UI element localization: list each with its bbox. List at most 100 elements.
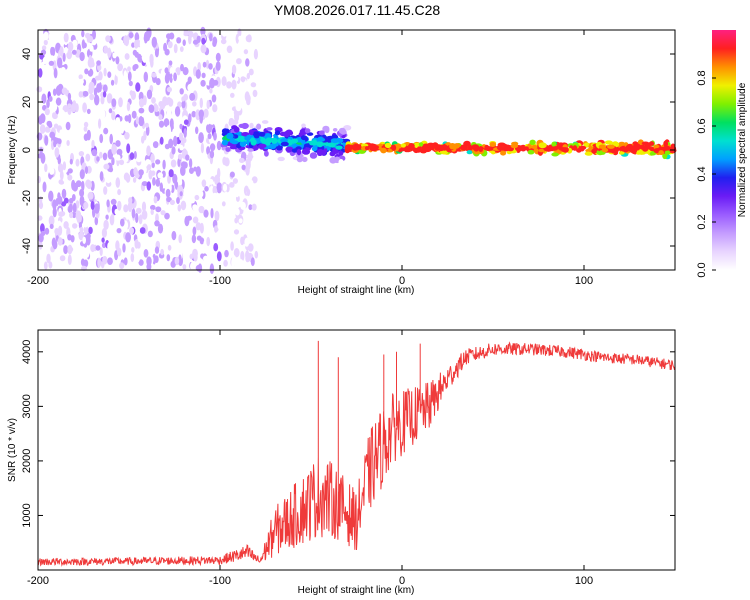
heatmap-cell	[141, 201, 147, 212]
heatmap-cell	[558, 147, 566, 151]
heatmap-cell	[79, 169, 85, 180]
heatmap-cell	[206, 146, 211, 155]
heatmap-cell	[123, 35, 128, 46]
heatmap-cell	[98, 118, 102, 129]
heatmap-cell	[81, 180, 85, 192]
heatmap-cell	[171, 230, 177, 241]
heatmap-cell	[103, 163, 110, 170]
heatmap-cell	[195, 222, 202, 231]
heatmap-cell	[155, 178, 161, 187]
heatmap-cell	[162, 159, 166, 170]
heatmap-cell	[65, 74, 69, 84]
heatmap-cell	[48, 261, 53, 269]
heatmap-cell	[621, 145, 626, 152]
heatmap-cell	[225, 147, 231, 152]
heatmap-cell	[236, 58, 242, 65]
heatmap-cell	[110, 79, 115, 86]
heatmap-cell	[42, 200, 49, 207]
heatmap-cell	[93, 87, 98, 97]
heatmap-cell	[99, 133, 104, 144]
spectrogram-xtick-label: -100	[209, 275, 231, 287]
heatmap-cell	[188, 34, 192, 45]
heatmap-cell	[300, 135, 308, 141]
snr-ytick-label: 2000	[21, 449, 33, 473]
heatmap-cell	[207, 133, 212, 140]
heatmap-cell	[198, 205, 205, 214]
heatmap-cell	[208, 249, 212, 255]
heatmap-cell	[38, 68, 43, 78]
heatmap-cell	[243, 221, 249, 233]
heatmap-cell	[296, 156, 303, 163]
heatmap-cell	[221, 76, 227, 87]
heatmap-cell	[129, 152, 135, 160]
heatmap-cell	[129, 90, 134, 96]
heatmap-cell	[75, 158, 80, 167]
heatmap-cell	[633, 143, 641, 150]
heatmap-cell	[50, 177, 56, 188]
heatmap-cell	[179, 123, 183, 130]
spectrogram-ytick-label: 40	[21, 48, 33, 60]
heatmap-cell	[154, 220, 160, 227]
heatmap-cell	[85, 247, 90, 258]
heatmap-cell	[129, 227, 135, 235]
heatmap-cell	[649, 151, 657, 156]
heatmap-cell	[306, 132, 314, 136]
heatmap-cell	[241, 164, 246, 171]
heatmap-cell	[193, 252, 198, 262]
heatmap-cell	[58, 211, 64, 217]
spectrogram-ylabel: Frequency (Hz)	[7, 116, 18, 185]
heatmap-cell	[296, 148, 302, 156]
heatmap-cell	[115, 177, 121, 188]
snr-frame	[37, 329, 676, 571]
heatmap-cell	[145, 159, 151, 165]
heatmap-cell	[189, 198, 195, 204]
heatmap-cell	[158, 120, 165, 128]
heatmap-cell	[274, 130, 281, 136]
heatmap-cell	[59, 46, 64, 57]
heatmap-cell	[240, 236, 245, 246]
snr-ytick-label: 4000	[21, 340, 33, 364]
heatmap-cell	[48, 190, 54, 202]
heatmap-cell	[250, 139, 257, 146]
heatmap-cell	[69, 68, 75, 76]
heatmap-cell	[85, 153, 91, 162]
heatmap-cell	[36, 86, 43, 93]
heatmap-cell	[251, 176, 258, 184]
colorbar-tick-label: 0.4	[696, 166, 708, 181]
heatmap-cell	[248, 204, 253, 211]
heatmap-cell	[285, 129, 293, 136]
heatmap-cell	[198, 132, 204, 144]
heatmap-cell	[226, 45, 233, 54]
heatmap-cell	[143, 71, 148, 83]
heatmap-cell	[210, 208, 214, 219]
chart-title: YM08.2026.017.11.45.C28	[274, 2, 441, 18]
heatmap-cell	[91, 149, 98, 157]
spectrogram-ytick-label: 20	[21, 96, 33, 108]
heatmap-cell	[538, 148, 545, 153]
heatmap-cell	[187, 76, 192, 84]
heatmap-cell	[203, 255, 209, 262]
heatmap-cell	[183, 128, 187, 138]
heatmap-cell	[394, 143, 403, 149]
heatmap-cell	[38, 153, 42, 159]
heatmap-cell	[44, 227, 50, 235]
heatmap-cell	[71, 49, 77, 55]
heatmap-cell	[199, 237, 205, 245]
heatmap-cell	[62, 161, 67, 171]
heatmap-cell	[261, 120, 269, 124]
heatmap-cell	[58, 225, 63, 236]
heatmap-cell	[202, 92, 208, 100]
snr-ytick-label: 1000	[21, 503, 33, 527]
heatmap-cell	[67, 41, 74, 52]
heatmap-cell	[496, 144, 503, 151]
heatmap-cell	[151, 162, 155, 169]
heatmap-cell	[57, 163, 64, 173]
heatmap-cell	[155, 206, 162, 213]
heatmap-cell	[216, 251, 222, 262]
heatmap-cell	[89, 93, 95, 101]
heatmap-cell	[226, 132, 234, 140]
heatmap-cell	[164, 73, 170, 84]
heatmap-cell	[214, 225, 218, 233]
heatmap-cell	[69, 128, 74, 136]
heatmap-cell	[224, 157, 230, 167]
